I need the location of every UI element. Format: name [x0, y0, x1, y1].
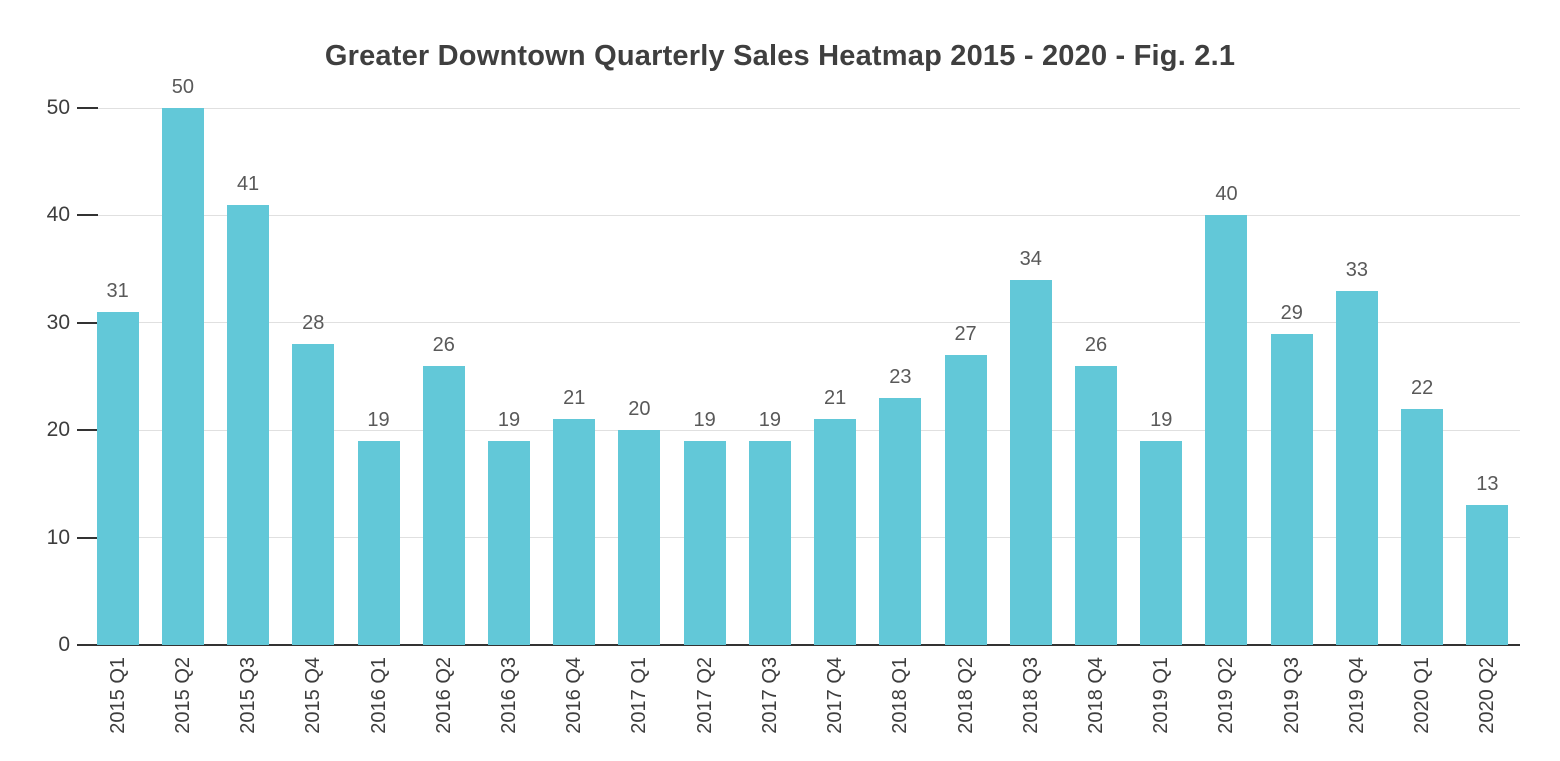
bar-2016-q1[interactable]	[357, 440, 400, 645]
bar-value-label: 19	[758, 408, 781, 431]
bar-value-label: 26	[432, 333, 455, 356]
x-axis-label-2019-q3: 2019 Q3	[1280, 657, 1303, 734]
gridline-y-20	[85, 429, 1520, 431]
x-axis-label-2017-q3: 2017 Q3	[758, 657, 781, 734]
x-axis-label-2015-q3: 2015 Q3	[237, 657, 260, 734]
bar-2015-q4[interactable]	[292, 344, 335, 645]
bar-value-label: 19	[1150, 408, 1173, 431]
bar-2018-q1[interactable]	[879, 397, 922, 645]
y-axis-tick-0	[77, 644, 98, 646]
bar-value-label: 19	[497, 408, 521, 431]
bar-value-label: 21	[563, 387, 586, 410]
x-axis-label-2018-q3: 2018 Q3	[1019, 657, 1042, 734]
bar-value-label: 26	[1084, 333, 1108, 356]
y-axis-label-30: 30	[46, 310, 70, 334]
bar-2019-q3[interactable]	[1270, 333, 1313, 645]
bar-2015-q3[interactable]	[227, 204, 270, 645]
bar-value-label: 19	[693, 408, 716, 431]
y-axis-tick-10	[77, 536, 98, 539]
y-axis-label-10: 10	[46, 525, 70, 549]
x-axis-label-2016-q1: 2016 Q1	[367, 657, 390, 734]
chart-title: Greater Downtown Quarterly Sales Heatmap…	[324, 40, 1236, 72]
x-axis-label-2019-q4: 2019 Q4	[1345, 657, 1368, 734]
bar-value-label: 41	[236, 172, 260, 195]
x-axis-label-2017-q1: 2017 Q1	[628, 657, 651, 734]
x-axis-label-2019-q1: 2019 Q1	[1150, 657, 1173, 734]
bar-2017-q1[interactable]	[618, 430, 661, 645]
bar-2015-q2[interactable]	[161, 108, 204, 645]
bar-2017-q3[interactable]	[748, 440, 791, 645]
bar-2017-q2[interactable]	[683, 440, 726, 645]
bar-2019-q2[interactable]	[1205, 215, 1248, 645]
bar-value-label: 28	[302, 312, 325, 335]
bar-value-label: 13	[1476, 473, 1499, 496]
x-axis-label-2018-q2: 2018 Q2	[954, 657, 977, 734]
bar-value-label: 22	[1411, 376, 1434, 399]
y-axis-label-0: 0	[58, 633, 70, 656]
gridline-y-30	[85, 322, 1520, 324]
bar-value-label: 20	[628, 398, 651, 421]
x-axis-label-2018-q4: 2018 Q4	[1085, 657, 1108, 734]
y-axis-label-40: 40	[46, 203, 70, 227]
bar-2020-q1[interactable]	[1401, 408, 1444, 645]
bar-value-label: 21	[823, 387, 847, 410]
bar-2020-q2[interactable]	[1466, 505, 1509, 645]
bar-2019-q4[interactable]	[1335, 290, 1378, 645]
y-axis-tick-20	[77, 429, 98, 432]
bar-2019-q1[interactable]	[1140, 440, 1183, 645]
bar-2015-q1[interactable]	[96, 312, 139, 645]
x-axis-label-2020-q1: 2020 Q1	[1411, 657, 1434, 734]
x-axis-label-2018-q1: 2018 Q1	[889, 657, 912, 734]
x-axis-line	[85, 644, 1520, 646]
bar-value-label: 31	[106, 280, 129, 303]
x-axis-label-2015-q2: 2015 Q2	[171, 657, 194, 734]
gridline-y-50	[85, 107, 1520, 109]
bar-value-label: 29	[1280, 301, 1303, 324]
bar-2018-q2[interactable]	[944, 355, 987, 645]
bar-2017-q4[interactable]	[814, 419, 857, 645]
x-axis-label-2017-q4: 2017 Q4	[824, 657, 847, 734]
x-axis-label-2020-q2: 2020 Q2	[1476, 657, 1499, 734]
x-axis-label-2017-q2: 2017 Q2	[693, 657, 716, 734]
bar-value-label: 23	[889, 365, 912, 388]
y-axis-tick-50	[77, 107, 98, 109]
x-axis-label-2016-q4: 2016 Q4	[563, 657, 586, 734]
gridline-y-40	[85, 214, 1520, 216]
bar-value-label: 34	[1019, 247, 1042, 270]
bar-value-label: 33	[1345, 258, 1369, 281]
x-axis-label-2016-q3: 2016 Q3	[497, 657, 520, 734]
bar-2018-q3[interactable]	[1009, 279, 1052, 645]
y-axis-label-50: 50	[46, 96, 70, 119]
bar-2016-q2[interactable]	[422, 365, 465, 645]
bar-2016-q3[interactable]	[487, 440, 530, 645]
x-axis-label-2015-q1: 2015 Q1	[106, 657, 129, 734]
y-axis-tick-30	[77, 321, 98, 324]
x-axis-label-2019-q2: 2019 Q2	[1215, 657, 1238, 734]
bar-value-label: 40	[1215, 183, 1238, 206]
plot-area: 0 10 20 30 40 50 31 50 41 28 19 26 19 21 20 19 19 21 23 27 3…	[47, 76, 1520, 656]
x-axis-label-2015-q4: 2015 Q4	[302, 657, 325, 734]
bar-2018-q4[interactable]	[1075, 365, 1118, 645]
bar-value-label: 27	[954, 323, 977, 346]
bar-value-label: 50	[171, 76, 194, 98]
bar-2016-q4[interactable]	[553, 419, 596, 645]
x-axis-label-2016-q2: 2016 Q2	[432, 657, 455, 734]
bar-value-label: 19	[367, 408, 390, 431]
gridline-y-10	[85, 537, 1520, 539]
y-axis-label-20: 20	[46, 418, 70, 442]
y-axis-tick-40	[77, 214, 98, 217]
